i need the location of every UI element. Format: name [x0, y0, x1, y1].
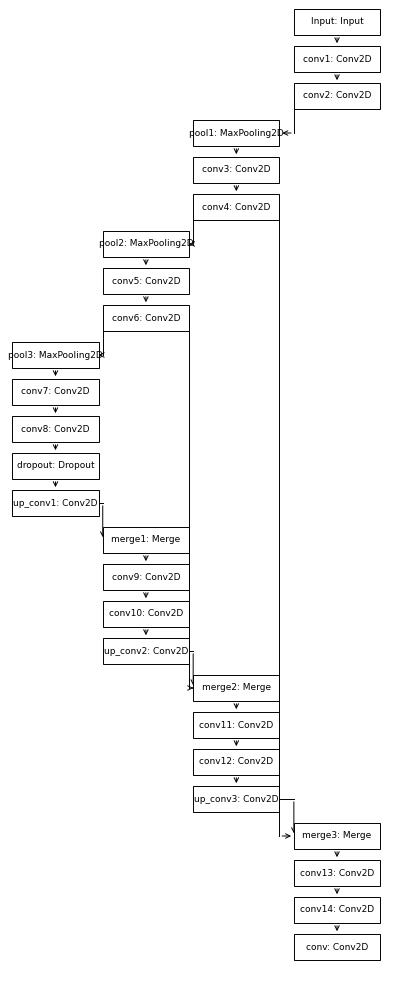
Text: merge2: Merge: merge2: Merge [202, 684, 271, 692]
FancyBboxPatch shape [12, 490, 99, 516]
FancyBboxPatch shape [103, 638, 189, 664]
FancyBboxPatch shape [193, 194, 279, 220]
Text: conv10: Conv2D: conv10: Conv2D [109, 609, 183, 618]
Text: merge3: Merge: merge3: Merge [302, 831, 372, 840]
Text: merge1: Merge: merge1: Merge [111, 536, 180, 544]
FancyBboxPatch shape [294, 83, 380, 109]
FancyBboxPatch shape [294, 823, 380, 849]
FancyBboxPatch shape [193, 786, 279, 812]
Text: dropout: Dropout: dropout: Dropout [17, 462, 94, 471]
Text: conv8: Conv2D: conv8: Conv2D [21, 424, 90, 434]
FancyBboxPatch shape [12, 416, 99, 442]
Text: conv6: Conv2D: conv6: Conv2D [112, 314, 180, 323]
Text: conv: Conv2D: conv: Conv2D [306, 942, 368, 951]
Text: conv11: Conv2D: conv11: Conv2D [199, 720, 273, 730]
FancyBboxPatch shape [193, 675, 279, 701]
FancyBboxPatch shape [103, 601, 189, 627]
FancyBboxPatch shape [193, 120, 279, 146]
Text: conv7: Conv2D: conv7: Conv2D [21, 387, 90, 396]
FancyBboxPatch shape [294, 897, 380, 923]
FancyBboxPatch shape [12, 453, 99, 479]
Text: Input: Input: Input: Input [311, 17, 363, 26]
FancyBboxPatch shape [12, 342, 99, 368]
FancyBboxPatch shape [193, 712, 279, 738]
Text: conv9: Conv2D: conv9: Conv2D [112, 572, 180, 581]
Text: conv4: Conv2D: conv4: Conv2D [202, 203, 270, 212]
FancyBboxPatch shape [103, 268, 189, 294]
FancyBboxPatch shape [103, 305, 189, 331]
FancyBboxPatch shape [103, 231, 189, 257]
Text: conv5: Conv2D: conv5: Conv2D [112, 276, 180, 286]
FancyBboxPatch shape [294, 860, 380, 886]
Text: pool3: MaxPooling2D: pool3: MaxPooling2D [8, 351, 103, 360]
Text: conv14: Conv2D: conv14: Conv2D [300, 906, 374, 914]
Text: up_conv1: Conv2D: up_conv1: Conv2D [13, 498, 98, 508]
Text: up_conv2: Conv2D: up_conv2: Conv2D [104, 647, 188, 656]
Text: conv12: Conv2D: conv12: Conv2D [199, 758, 273, 766]
Text: up_conv3: Conv2D: up_conv3: Conv2D [194, 794, 279, 803]
Text: conv1: Conv2D: conv1: Conv2D [303, 54, 371, 64]
FancyBboxPatch shape [12, 379, 99, 405]
Text: conv13: Conv2D: conv13: Conv2D [300, 868, 374, 878]
FancyBboxPatch shape [193, 749, 279, 775]
FancyBboxPatch shape [103, 527, 189, 553]
Text: conv2: Conv2D: conv2: Conv2D [303, 92, 371, 101]
Text: conv3: Conv2D: conv3: Conv2D [202, 165, 270, 174]
FancyBboxPatch shape [294, 934, 380, 960]
Text: pool2: MaxPooling2D: pool2: MaxPooling2D [99, 239, 193, 248]
FancyBboxPatch shape [294, 46, 380, 72]
FancyBboxPatch shape [103, 564, 189, 590]
FancyBboxPatch shape [294, 9, 380, 35]
FancyBboxPatch shape [193, 157, 279, 183]
Text: pool1: MaxPooling2D: pool1: MaxPooling2D [189, 128, 284, 137]
